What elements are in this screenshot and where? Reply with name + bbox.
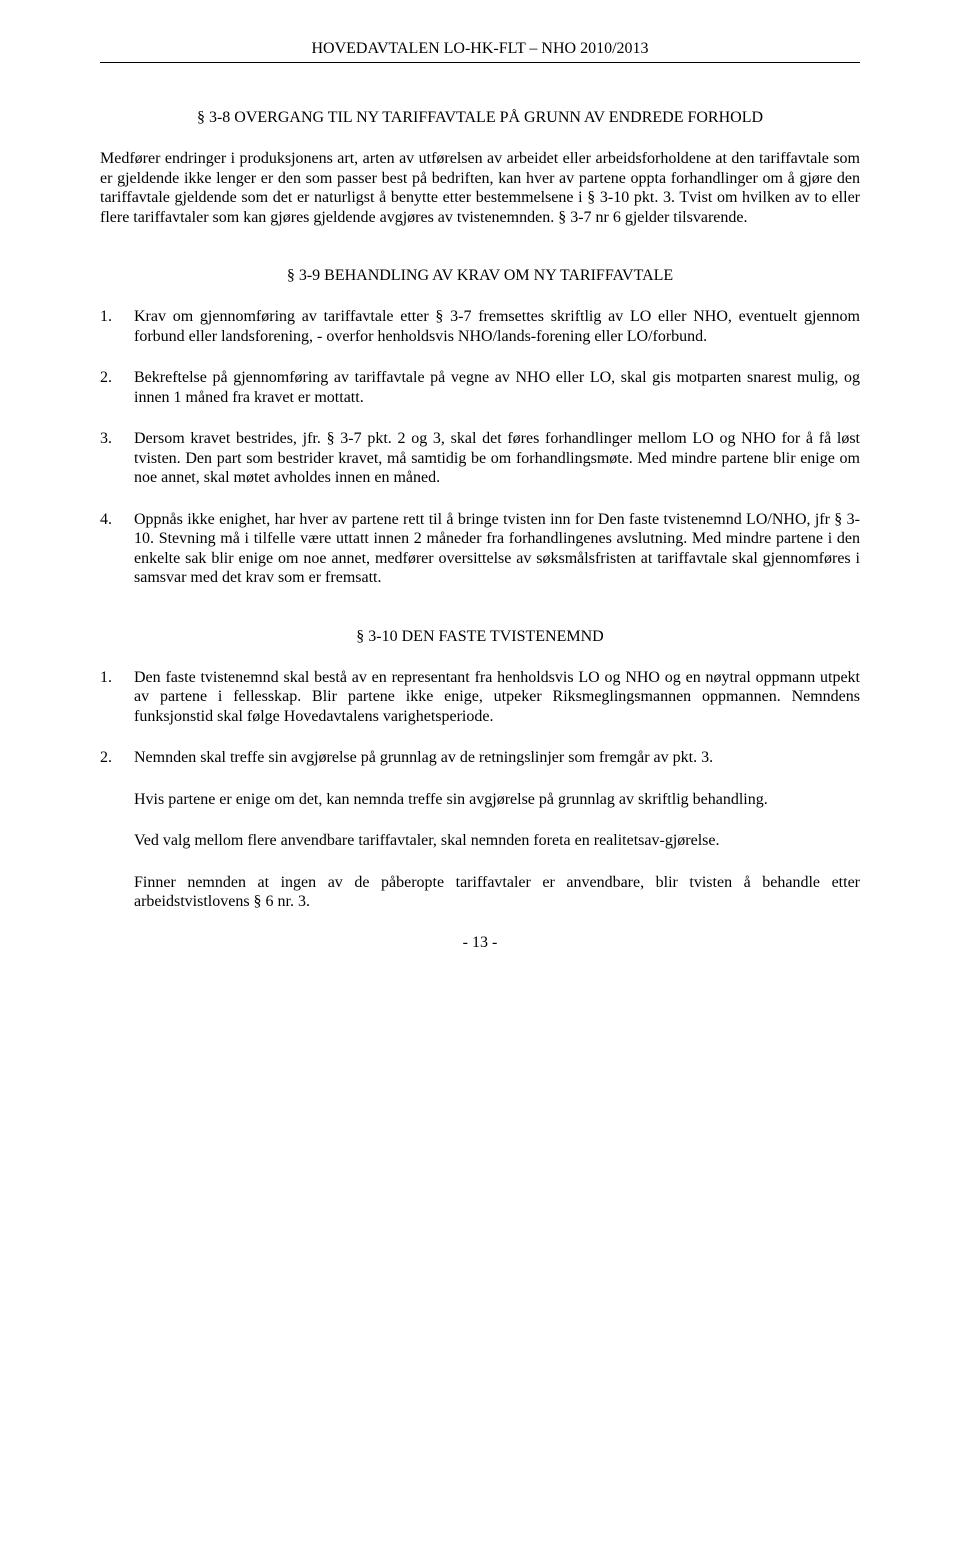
list-item: 2. Bekreftelse på gjennomføring av tarif… xyxy=(100,368,860,407)
list-paragraph: Den faste tvistenemnd skal bestå av en r… xyxy=(134,668,860,727)
list-item: 2. Nemnden skal treffe sin avgjørelse på… xyxy=(100,748,860,912)
list-paragraph: Finner nemnden at ingen av de påberopte … xyxy=(134,873,860,912)
list-paragraph: Ved valg mellom flere anvendbare tariffa… xyxy=(134,831,860,851)
list-number: 3. xyxy=(100,429,134,488)
list-number: 4. xyxy=(100,510,134,588)
page-header: HOVEDAVTALEN LO-HK-FLT – NHO 2010/2013 xyxy=(100,40,860,63)
list-item: 1. Den faste tvistenemnd skal bestå av e… xyxy=(100,668,860,727)
list-number: 2. xyxy=(100,368,134,407)
page-number: - 13 - xyxy=(100,934,860,952)
list-number: 2. xyxy=(100,748,134,912)
section-3-9-heading: § 3-9 BEHANDLING AV KRAV OM NY TARIFFAVT… xyxy=(100,267,860,285)
list-number: 1. xyxy=(100,307,134,346)
list-text: Nemnden skal treffe sin avgjørelse på gr… xyxy=(134,748,860,912)
list-paragraph: Nemnden skal treffe sin avgjørelse på gr… xyxy=(134,748,860,768)
list-text: Oppnås ikke enighet, har hver av partene… xyxy=(134,510,860,588)
section-3-8-body: Medfører endringer i produksjonens art, … xyxy=(100,149,860,227)
list-item: 4. Oppnås ikke enighet, har hver av part… xyxy=(100,510,860,588)
list-text: Den faste tvistenemnd skal bestå av en r… xyxy=(134,668,860,727)
list-text: Dersom kravet bestrides, jfr. § 3-7 pkt.… xyxy=(134,429,860,488)
list-item: 3. Dersom kravet bestrides, jfr. § 3-7 p… xyxy=(100,429,860,488)
list-text: Krav om gjennomføring av tariffavtale et… xyxy=(134,307,860,346)
list-text: Bekreftelse på gjennomføring av tariffav… xyxy=(134,368,860,407)
section-3-10-heading: § 3-10 DEN FASTE TVISTENEMND xyxy=(100,628,860,646)
section-3-10-list: 1. Den faste tvistenemnd skal bestå av e… xyxy=(100,668,860,912)
list-item: 1. Krav om gjennomføring av tariffavtale… xyxy=(100,307,860,346)
section-3-8-heading: § 3-8 OVERGANG TIL NY TARIFFAVTALE PÅ GR… xyxy=(100,109,860,127)
list-number: 1. xyxy=(100,668,134,727)
section-3-9-list: 1. Krav om gjennomføring av tariffavtale… xyxy=(100,307,860,588)
list-paragraph: Hvis partene er enige om det, kan nemnda… xyxy=(134,790,860,810)
